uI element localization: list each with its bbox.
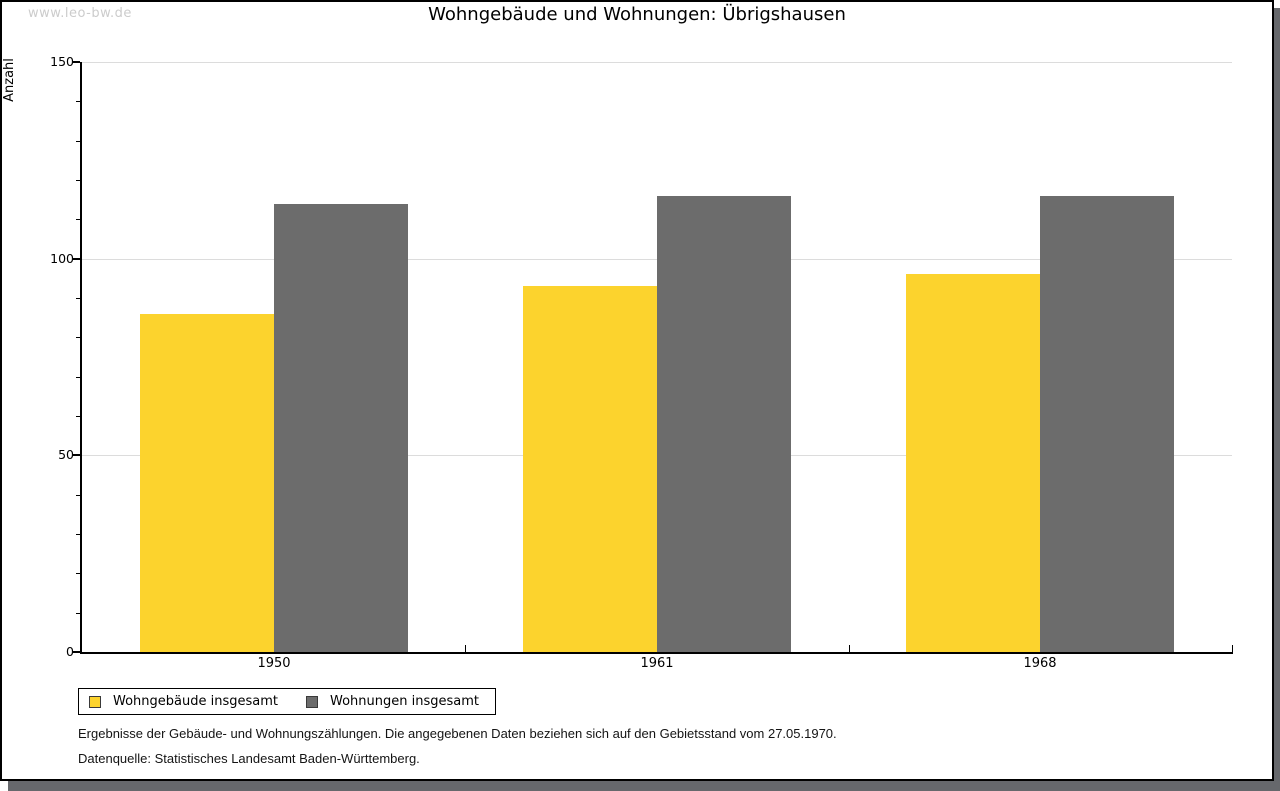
y-minor-tick-10 (76, 613, 80, 614)
y-tick-100 (73, 258, 80, 260)
watermark-url: www.leo-bw.de (28, 6, 132, 21)
bar-wohngebaeude-1968 (906, 274, 1040, 652)
x-divider-tick-2 (849, 645, 850, 652)
y-minor-tick-110 (76, 219, 80, 220)
x-divider-tick-1 (465, 645, 466, 652)
y-tick-150 (73, 61, 80, 63)
legend: Wohngebäude insgesamt Wohnungen insgesam… (78, 688, 496, 715)
chart-title: Wohngebäude und Wohnungen: Übrigshausen (428, 4, 846, 25)
y-minor-tick-70 (76, 377, 80, 378)
y-minor-tick-20 (76, 573, 80, 574)
bar-wohnungen-1968 (1040, 196, 1174, 652)
drop-shadow-bottom (8, 781, 1280, 791)
y-minor-tick-90 (76, 298, 80, 299)
footer-note: Ergebnisse der Gebäude- und Wohnungszähl… (78, 726, 837, 741)
bar-wohngebaeude-1961 (523, 286, 657, 652)
y-tick-label-150: 150 (50, 54, 74, 69)
gridline-150 (82, 62, 1232, 63)
x-axis-line (80, 652, 1233, 654)
legend-swatch-wohngebaeude (89, 695, 101, 708)
bar-wohnungen-1961 (657, 196, 791, 652)
x-tick-label-1950: 1950 (257, 656, 291, 671)
y-minor-tick-60 (76, 416, 80, 417)
x-tick-label-1961: 1961 (640, 656, 674, 671)
legend-swatch-wohnungen (306, 695, 318, 708)
y-minor-tick-140 (76, 101, 80, 102)
bar-wohngebaeude-1950 (140, 314, 274, 652)
bar-wohnungen-1950 (274, 204, 408, 652)
legend-label-wohnungen: Wohnungen insgesamt (330, 694, 479, 709)
y-minor-tick-130 (76, 141, 80, 142)
y-tick-label-50: 50 (58, 447, 74, 462)
y-minor-tick-40 (76, 495, 80, 496)
y-minor-tick-30 (76, 534, 80, 535)
y-tick-50 (73, 454, 80, 456)
y-tick-0 (73, 651, 80, 653)
y-tick-label-100: 100 (50, 251, 74, 266)
x-divider-tick-3 (1232, 645, 1233, 652)
drop-shadow-right (1274, 8, 1280, 791)
y-minor-tick-80 (76, 337, 80, 338)
legend-label-wohngebaeude: Wohngebäude insgesamt (113, 694, 278, 709)
footer-source: Datenquelle: Statistisches Landesamt Bad… (78, 751, 420, 766)
y-tick-label-0: 0 (66, 644, 74, 659)
y-axis-line (80, 62, 82, 654)
x-tick-label-1968: 1968 (1023, 656, 1057, 671)
y-minor-tick-120 (76, 180, 80, 181)
